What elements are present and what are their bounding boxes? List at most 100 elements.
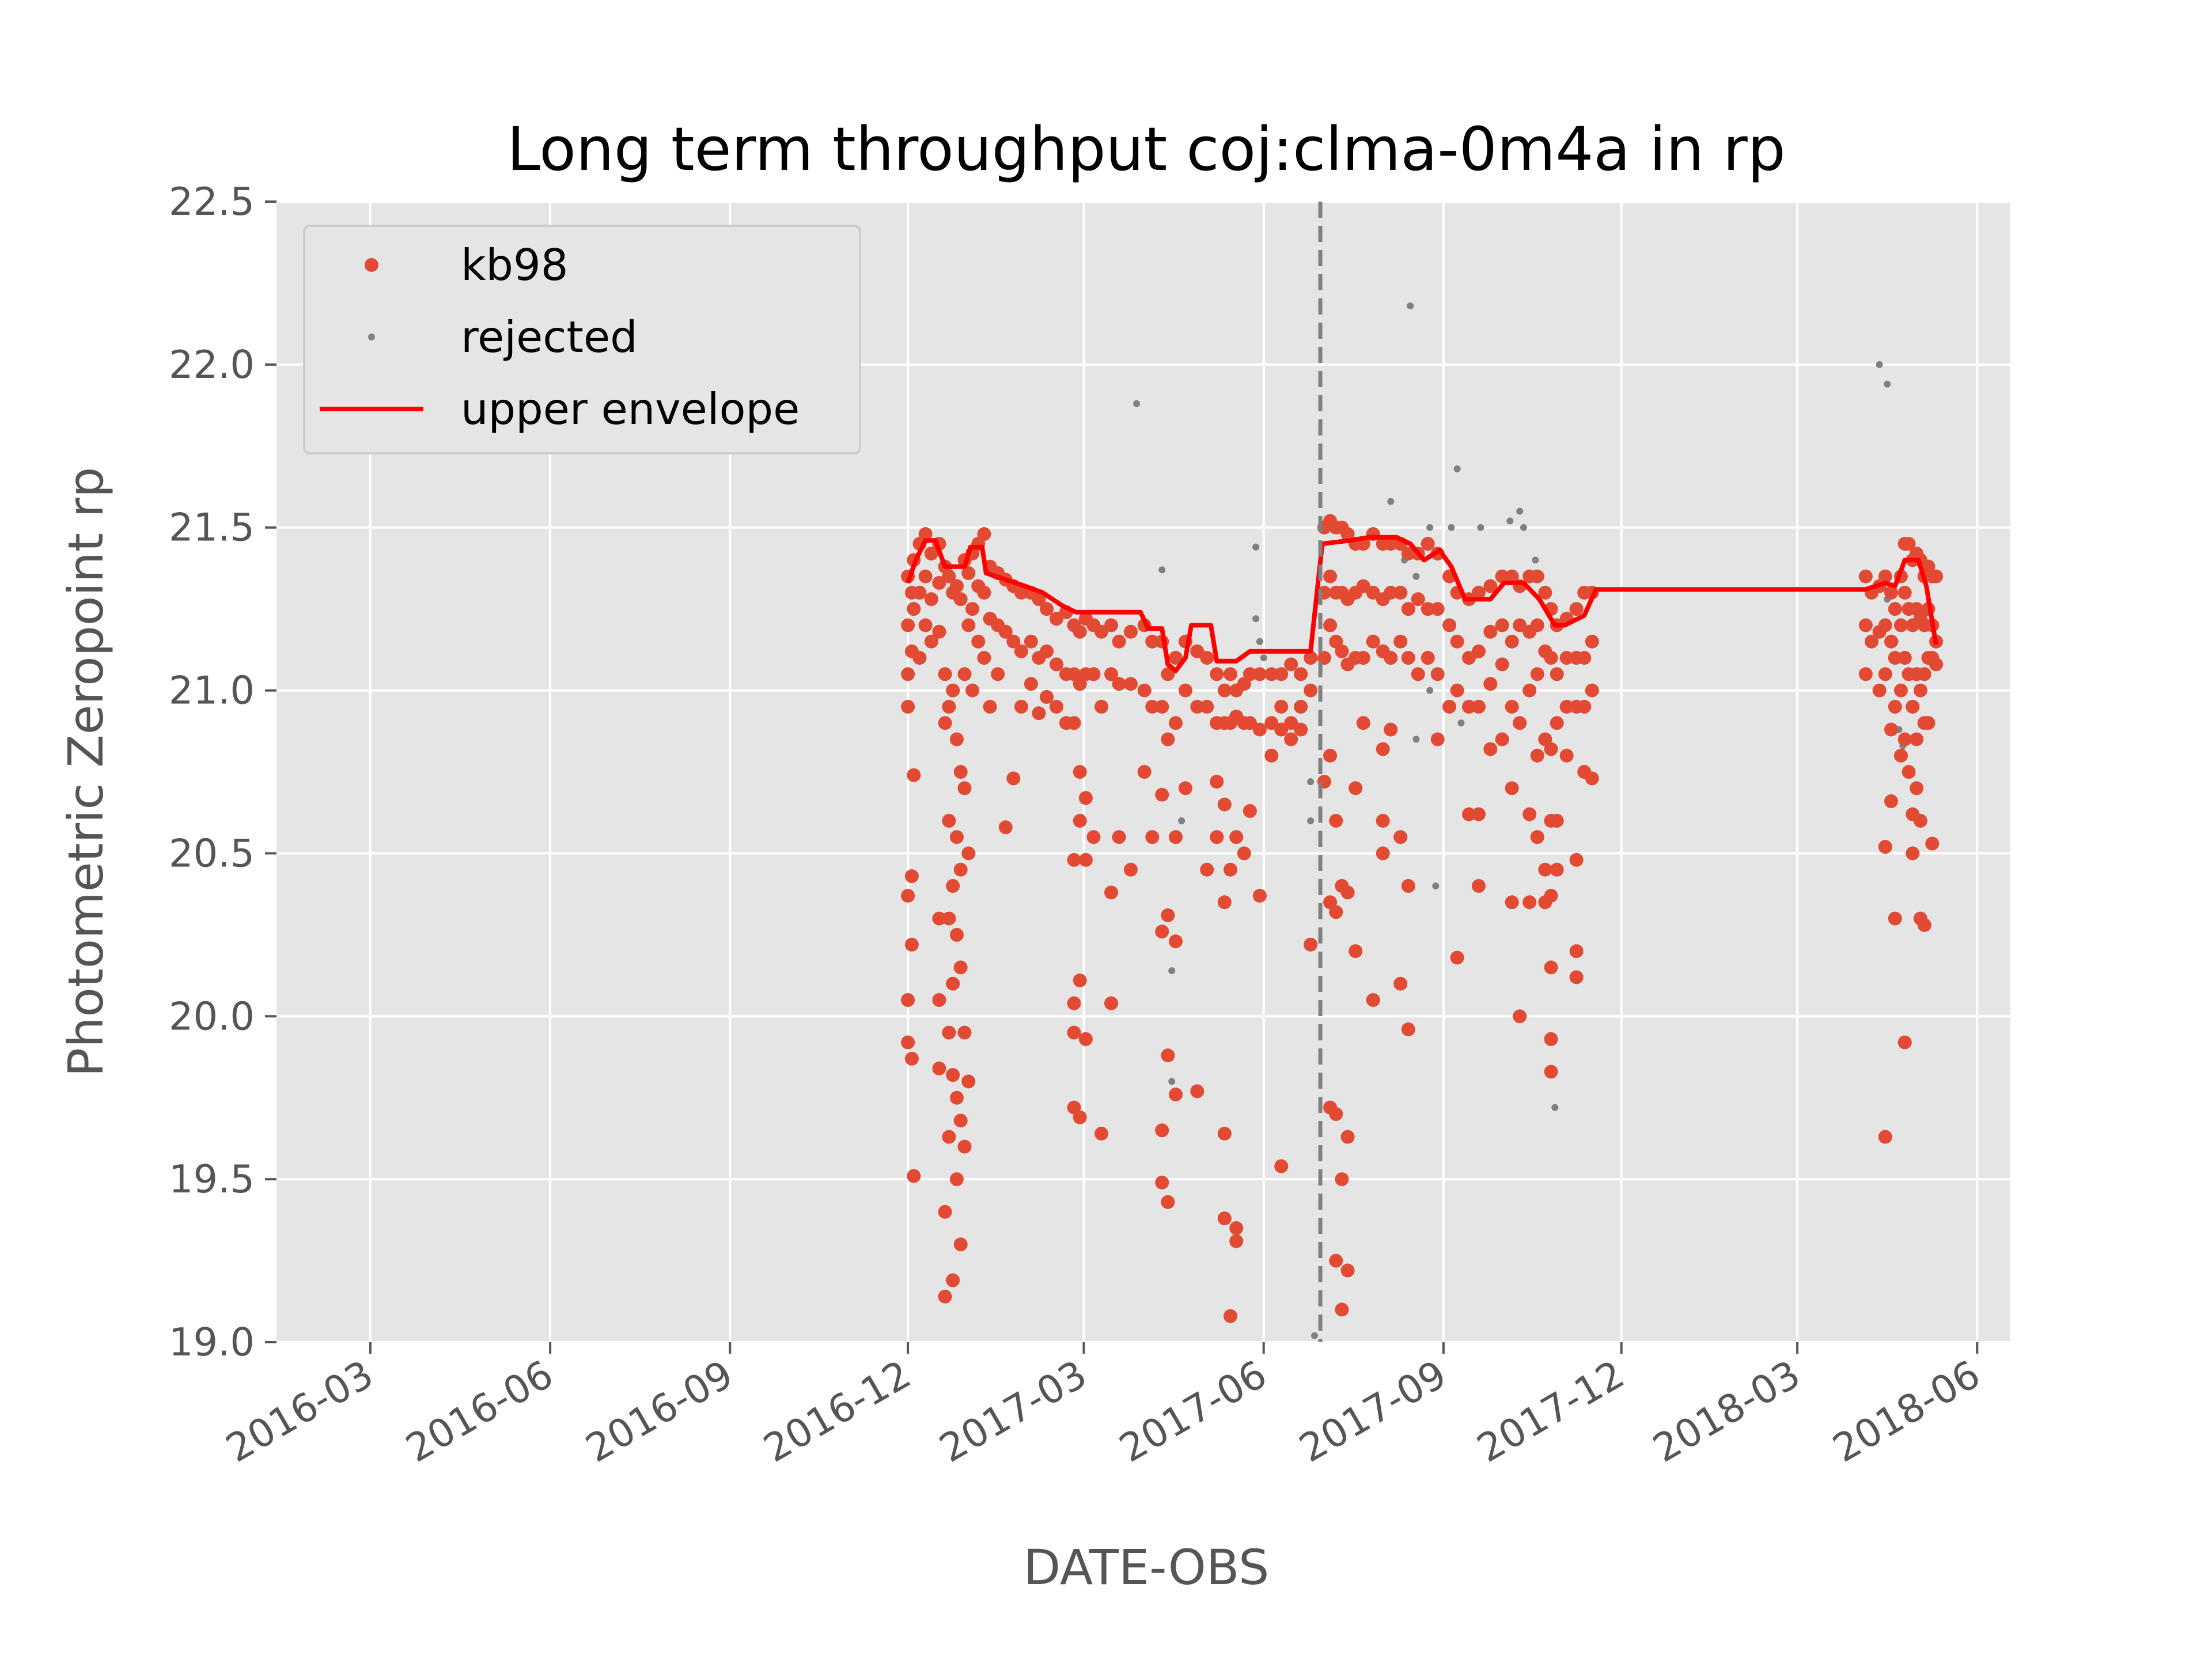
kb98-point (904, 1051, 919, 1066)
kb98-point (1897, 585, 1912, 600)
kb98-point (1304, 651, 1318, 665)
kb98-point (1569, 970, 1584, 984)
kb98-point (1335, 644, 1349, 658)
kb98-point (1323, 748, 1338, 763)
kb98-point (961, 618, 976, 632)
kb98-point (1178, 683, 1192, 698)
kb98-point (949, 732, 964, 747)
kb98-point (1217, 1211, 1232, 1226)
y-axis-label: Photometric Zeropoint rp (58, 467, 114, 1077)
kb98-point (1294, 699, 1308, 714)
kb98-point (1393, 585, 1408, 600)
kb98-point (1104, 996, 1119, 1010)
kb98-point (1376, 846, 1390, 861)
kb98-point (1577, 699, 1592, 714)
kb98-point (1495, 618, 1509, 632)
kb98-point (971, 634, 986, 649)
kb98-point (942, 569, 956, 584)
kb98-point (1284, 732, 1298, 747)
kb98-point (1155, 1123, 1169, 1138)
kb98-point (1049, 612, 1063, 626)
kb98-point (949, 830, 964, 844)
kb98-point (1530, 569, 1544, 584)
kb98-point (1366, 634, 1380, 649)
x-axis-label: DATE-OBS (1024, 1539, 1270, 1596)
kb98-point (1384, 651, 1398, 665)
kb98-point (938, 1205, 952, 1219)
kb98-point (957, 1139, 972, 1154)
rejected-point (1412, 573, 1420, 580)
kb98-point (1421, 651, 1435, 665)
kb98-point (946, 1273, 960, 1287)
kb98-point (1884, 585, 1898, 600)
chart-title: Long term throughput coj:clma-0m4a in rp (507, 114, 1786, 184)
kb98-point (1217, 683, 1232, 698)
kb98-point (1878, 618, 1892, 632)
kb98-point (1145, 634, 1160, 649)
kb98-point (1137, 683, 1152, 698)
kb98-points (901, 514, 1944, 1323)
kb98-point (1442, 618, 1457, 632)
kb98-point (1094, 624, 1109, 639)
kb98-point (1024, 634, 1038, 649)
rejected-point (1387, 498, 1395, 505)
kb98-point (907, 602, 921, 616)
kb98-point (977, 527, 991, 541)
kb98-point (1917, 918, 1931, 932)
kb98-point (1550, 862, 1564, 877)
kb98-point (1384, 722, 1398, 737)
kb98-point (961, 566, 976, 580)
kb98-point (1401, 1022, 1415, 1036)
kb98-point (1237, 846, 1251, 861)
kb98-point (1384, 585, 1398, 600)
rejected-point (1412, 736, 1420, 743)
kb98-point (1888, 699, 1902, 714)
kb98-point (1411, 667, 1425, 681)
kb98-point (924, 634, 938, 649)
rejected-point (1310, 1332, 1318, 1339)
kb98-point (1544, 1032, 1558, 1046)
kb98-point (938, 716, 952, 730)
kb98-point (1137, 765, 1152, 779)
kb98-point (1544, 742, 1558, 756)
kb98-point (965, 602, 980, 616)
kb98-point (1495, 657, 1509, 672)
kb98-point (957, 781, 972, 796)
kb98-point (991, 667, 1005, 681)
kb98-point (1559, 651, 1574, 665)
kb98-point (1544, 960, 1558, 975)
kb98-point (1243, 667, 1257, 681)
kb98-point (965, 683, 980, 698)
kb98-point (1155, 925, 1169, 939)
kb98-point (953, 1237, 968, 1252)
legend-box (303, 225, 861, 454)
kb98-point (918, 618, 933, 632)
kb98-point (1190, 1084, 1205, 1099)
kb98-point (1450, 634, 1464, 649)
kb98-point (1366, 993, 1380, 1007)
kb98-point (1577, 651, 1592, 665)
kb98-point (1252, 722, 1267, 737)
kb98-point (1073, 974, 1087, 988)
kb98-point (1356, 716, 1370, 730)
kb98-point (1040, 644, 1054, 658)
kb98-point (1878, 667, 1892, 681)
kb98-point (1902, 537, 1916, 551)
kb98-point (1513, 716, 1527, 730)
rejected-point (1516, 507, 1524, 515)
kb98-point (1340, 1263, 1355, 1278)
kb98-point (1421, 602, 1435, 616)
kb98-point (1178, 781, 1192, 796)
kb98-point (1155, 699, 1169, 714)
kb98-point (946, 683, 960, 698)
kb98-point (1917, 667, 1931, 681)
kb98-point (1229, 830, 1244, 844)
kb98-point (1340, 885, 1355, 900)
kb98-point (918, 527, 933, 541)
kb98-point (1550, 716, 1564, 730)
y-tick-label: 19.0 (169, 1320, 255, 1365)
kb98-point (1376, 813, 1390, 828)
kb98-point (961, 1074, 976, 1089)
kb98-point (1462, 699, 1476, 714)
y-tick-label: 22.5 (169, 179, 255, 224)
